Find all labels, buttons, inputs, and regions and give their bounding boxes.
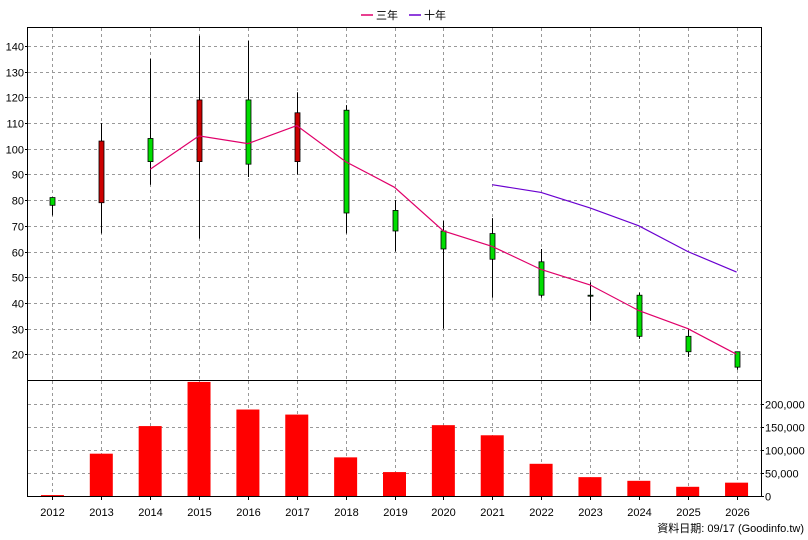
- x-tick-label-2017: 2017: [285, 507, 309, 519]
- price-tick-label: 40: [12, 299, 24, 311]
- price-tick-label: 120: [6, 93, 24, 105]
- candle-body-2020: [440, 230, 447, 250]
- price-tick-label: 70: [12, 222, 24, 234]
- price-tick-label: 100: [6, 145, 24, 157]
- candle-body-2024: [636, 294, 643, 337]
- x-tick-label-2020: 2020: [431, 507, 455, 519]
- price-tick-label: 130: [6, 68, 24, 80]
- x-tick-label-2021: 2021: [480, 507, 504, 519]
- candle-body-2025: [685, 335, 692, 353]
- volume-bar-2013: [89, 453, 113, 496]
- candle-body-2016: [245, 99, 252, 165]
- candle-body-2012: [49, 197, 56, 206]
- ma-line-10yr: [492, 184, 737, 273]
- volume-bar-2012: [40, 495, 64, 497]
- volume-bar-2018: [334, 457, 358, 496]
- x-tick-label-2023: 2023: [578, 507, 602, 519]
- volume-tick-label: 150,000: [765, 423, 805, 435]
- volume-panel: 0 50,000 100,000 150,000 200,000: [27, 380, 805, 504]
- volume-tick-label: 50,000: [765, 469, 799, 481]
- volume-bar-2017: [285, 414, 309, 496]
- x-tick-label-2025: 2025: [676, 507, 700, 519]
- ma-line-3yr: [149, 124, 737, 355]
- legend-label-10yr: 十年: [424, 8, 446, 22]
- volume-bars: [40, 381, 749, 497]
- volume-bar-2024: [627, 480, 651, 496]
- moving-average-lines: [149, 124, 737, 355]
- price-panel: 20 30 40 50 60 70 80 90 100 110 120 130 140: [6, 27, 762, 381]
- candle-body-2013: [98, 140, 105, 204]
- volume-bar-2019: [383, 472, 406, 496]
- volume-bar-2025: [676, 486, 700, 496]
- x-tick-label-2018: 2018: [334, 507, 358, 519]
- candle-body-2026: [734, 351, 741, 368]
- volume-bar-2020: [431, 425, 455, 496]
- candle-body-2023: [587, 294, 594, 297]
- candle-body-2022: [538, 261, 545, 296]
- x-axis: 2012 2013 2014 2015 2016 2017 2018 2019 2020 2021…: [40, 496, 750, 519]
- x-tick-label-2026: 2026: [725, 507, 749, 519]
- volume-y-axis: 0 50,000 100,000 150,000 200,000: [761, 400, 805, 504]
- price-tick-label: 30: [12, 325, 24, 337]
- price-tick-label: 80: [12, 196, 24, 208]
- volume-bar-2021: [480, 435, 504, 496]
- x-tick-label-2019: 2019: [383, 507, 407, 519]
- volume-tick-label: 200,000: [765, 400, 805, 412]
- candle-body-2014: [147, 138, 154, 163]
- x-tick-label-2012: 2012: [40, 507, 64, 519]
- price-tick-label: 20: [12, 350, 24, 362]
- price-tick-label: 50: [12, 273, 24, 285]
- x-tick-label-2013: 2013: [89, 507, 113, 519]
- x-tick-label-2014: 2014: [138, 507, 162, 519]
- x-tick-label-2022: 2022: [529, 507, 553, 519]
- price-tick-label: 90: [12, 170, 24, 182]
- price-y-axis: 20 30 40 50 60 70 80 90 100 110 120 130 140: [6, 42, 28, 362]
- candle-body-2015: [196, 99, 203, 163]
- volume-bar-2016: [236, 409, 260, 496]
- legend-label-3yr: 三年: [376, 8, 398, 22]
- volume-tick-label: 0: [765, 492, 771, 504]
- price-tick-label: 110: [6, 119, 24, 131]
- price-tick-label: 60: [12, 248, 24, 260]
- volume-bar-2026: [725, 482, 749, 496]
- volume-bar-2022: [529, 463, 553, 496]
- volume-bar-2023: [578, 477, 602, 496]
- footer-source: 資料日期: 09/17 (Goodinfo.tw): [657, 521, 804, 535]
- x-tick-label-2024: 2024: [627, 507, 651, 519]
- volume-bar-2015: [187, 381, 211, 496]
- candle-body-2017: [294, 112, 301, 163]
- legend: 三年 十年: [361, 8, 446, 22]
- volume-panel-frame: [27, 380, 762, 497]
- x-tick-label-2015: 2015: [187, 507, 211, 519]
- candle-body-2019: [392, 210, 399, 232]
- volume-bar-2014: [138, 426, 162, 496]
- volume-tick-label: 100,000: [765, 446, 805, 458]
- price-tick-label: 140: [6, 42, 24, 54]
- x-tick-label-2016: 2016: [236, 507, 260, 519]
